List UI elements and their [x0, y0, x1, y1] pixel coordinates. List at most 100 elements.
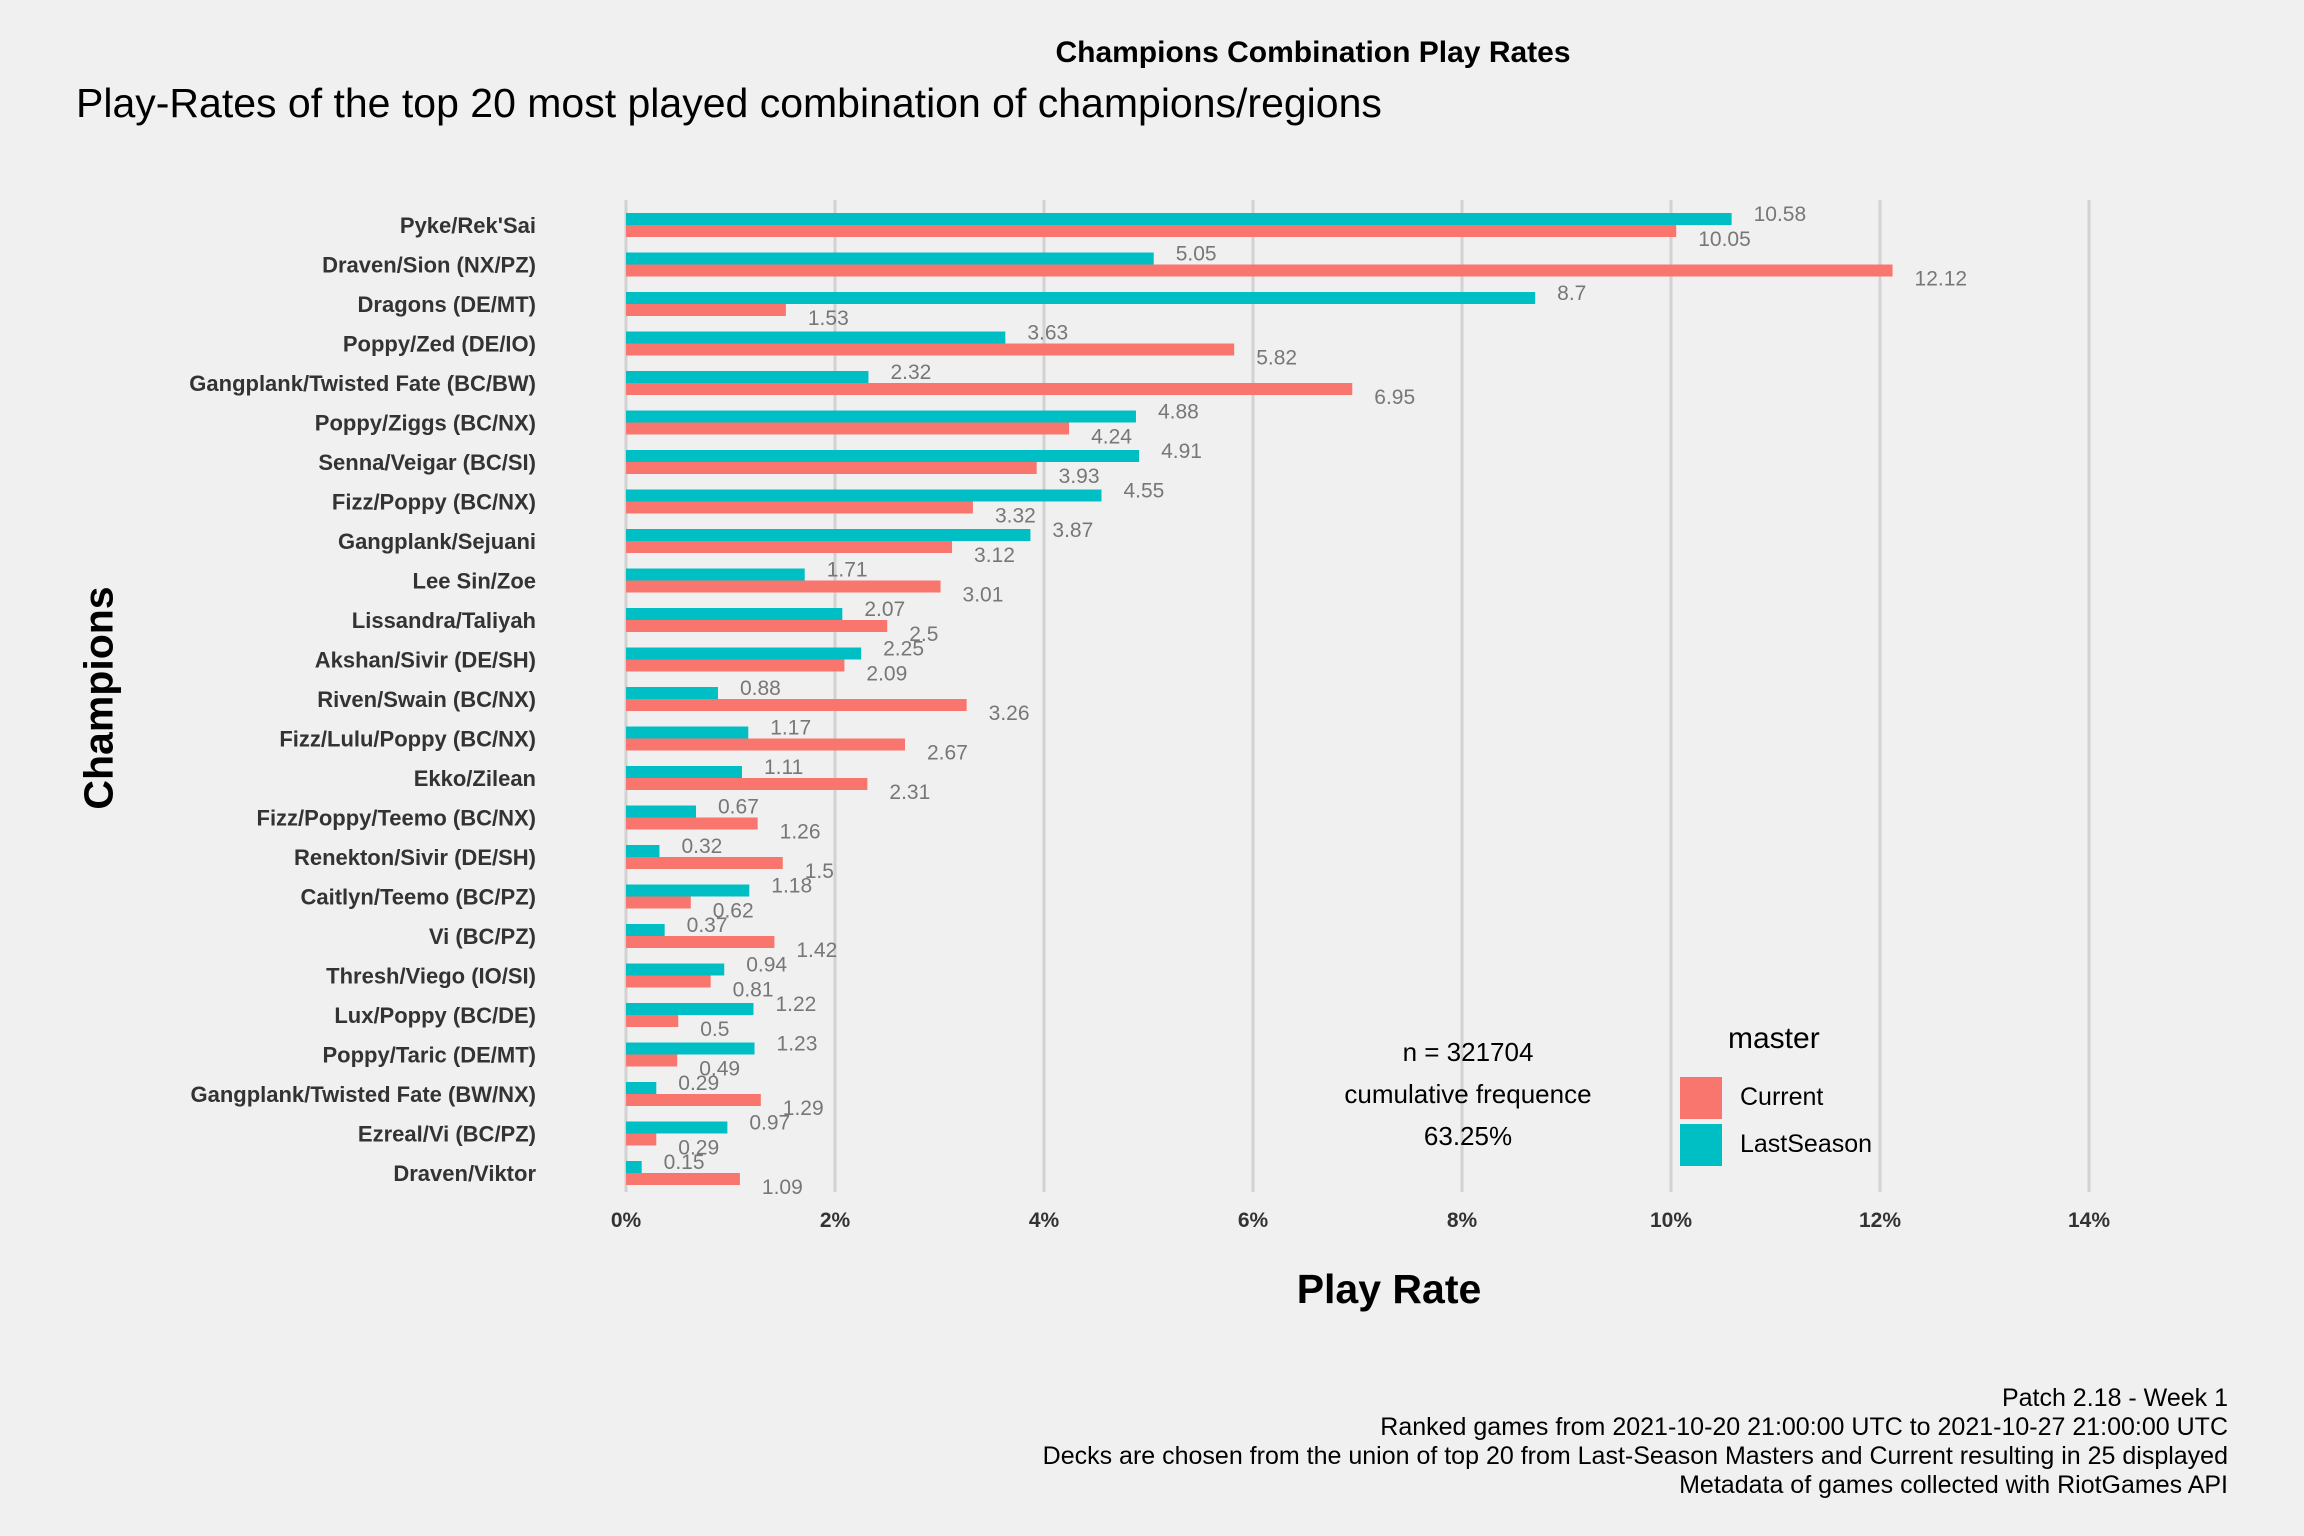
- y-tick-label: Akshan/Sivir (DE/SH): [315, 648, 536, 673]
- data-label-lastseason: 0.29: [678, 1072, 719, 1095]
- data-label-current: 0.81: [733, 979, 774, 1002]
- data-label-current: 2.5: [909, 623, 938, 646]
- bar-current: [626, 1173, 740, 1185]
- bar-current: [626, 936, 775, 948]
- legend-item-current: Current: [1680, 1074, 1872, 1121]
- bar-current: [626, 1094, 761, 1106]
- data-label-lastseason: 1.22: [775, 993, 816, 1016]
- bar-current: [626, 225, 1677, 237]
- legend-swatch-current: [1680, 1076, 1722, 1119]
- data-label-lastseason: 0.67: [718, 796, 759, 819]
- data-label-lastseason: 8.7: [1557, 282, 1586, 305]
- data-label-lastseason: 1.11: [764, 756, 803, 779]
- bar-current: [626, 462, 1037, 474]
- bar-lastseason: [626, 489, 1102, 502]
- bar-lastseason: [626, 687, 718, 699]
- bar-lastseason: [626, 568, 805, 581]
- data-label-current: 1.5: [805, 860, 834, 883]
- bar-lastseason: [626, 252, 1154, 265]
- x-tick-label: 8%: [1447, 1209, 1478, 1232]
- y-tick-label: Dragons (DE/MT): [358, 292, 536, 317]
- y-tick-label: Caitlyn/Teemo (BC/PZ): [300, 885, 536, 910]
- y-tick-label: Lissandra/Taliyah: [352, 608, 536, 633]
- y-tick-label: Vi (BC/PZ): [429, 924, 536, 949]
- bar-lastseason: [626, 1042, 755, 1055]
- data-label-lastseason: 3.87: [1052, 519, 1093, 542]
- bar-lastseason: [626, 1082, 657, 1094]
- y-tick-label: Fizz/Poppy (BC/NX): [332, 490, 536, 515]
- chart-title: Champions Combination Play Rates: [1055, 36, 1571, 69]
- bar-lastseason: [626, 608, 843, 620]
- data-label-current: 0.5: [700, 1018, 729, 1041]
- y-tick-label: Poppy/Ziggs (BC/NX): [315, 411, 536, 436]
- data-label-current: 0.29: [678, 1137, 719, 1160]
- y-tick-label: Lee Sin/Zoe: [413, 569, 536, 594]
- data-label-lastseason: 2.32: [890, 361, 931, 384]
- bar-current: [626, 1133, 657, 1146]
- y-tick-label: Gangplank/Sejuani: [338, 529, 536, 554]
- y-tick-label: Poppy/Zed (DE/IO): [343, 332, 536, 357]
- bar-current: [626, 1054, 678, 1067]
- sample-size-text: n = 321704: [1402, 1037, 1534, 1067]
- bar-lastseason: [626, 450, 1140, 462]
- data-label-current: 3.32: [995, 505, 1036, 528]
- bar-current: [626, 501, 973, 514]
- data-label-current: 2.09: [866, 663, 907, 686]
- bar-lastseason: [626, 805, 697, 818]
- data-label-lastseason: 0.94: [746, 954, 787, 977]
- y-tick-label: Ezreal/Vi (BC/PZ): [358, 1122, 536, 1147]
- bar-lastseason: [626, 213, 1732, 225]
- legend: master Current LastSeason: [1680, 1022, 1872, 1168]
- bar-current: [626, 1015, 679, 1027]
- legend-label-current: Current: [1740, 1083, 1824, 1111]
- data-label-lastseason: 1.71: [827, 559, 868, 582]
- x-tick-label: 14%: [2068, 1209, 2110, 1232]
- y-tick-label: Poppy/Taric (DE/MT): [323, 1043, 537, 1068]
- bar-current: [626, 580, 941, 593]
- bar-lastseason: [626, 410, 1136, 423]
- y-tick-label: Fizz/Lulu/Poppy (BC/NX): [279, 727, 536, 752]
- data-label-current: 6.95: [1374, 386, 1415, 409]
- bar-lastseason: [626, 529, 1031, 541]
- data-label-lastseason: 4.55: [1123, 480, 1164, 503]
- bar-lastseason: [626, 371, 869, 383]
- bar-lastseason: [626, 1161, 642, 1173]
- x-axis-label: Play Rate: [1296, 1266, 1482, 1312]
- x-tick-label: 4%: [1029, 1209, 1060, 1232]
- bar-lastseason: [626, 924, 665, 936]
- sample-annotation: n = 321704 cumulative frequence 63.25%: [1318, 1031, 1618, 1157]
- data-label-lastseason: 3.63: [1027, 322, 1068, 345]
- data-label-current: 3.12: [974, 544, 1015, 567]
- bar-current: [626, 778, 868, 790]
- bar-lastseason: [626, 647, 862, 660]
- data-label-lastseason: 5.05: [1176, 243, 1217, 266]
- y-tick-label: Senna/Veigar (BC/SI): [318, 450, 536, 475]
- footer-line: Decks are chosen from the union of top 2…: [1042, 1442, 2228, 1470]
- data-label-current: 1.26: [780, 821, 821, 844]
- data-label-current: 1.29: [783, 1097, 824, 1120]
- data-label-current: 0.62: [713, 900, 754, 923]
- data-label-lastseason: 0.37: [687, 914, 728, 937]
- x-tick-label: 6%: [1238, 1209, 1269, 1232]
- data-label-current: 1.09: [762, 1176, 803, 1199]
- data-label-current: 12.12: [1915, 268, 1968, 291]
- legend-swatch-lastseason: [1680, 1123, 1722, 1166]
- y-tick-label: Riven/Swain (BC/NX): [317, 687, 536, 712]
- data-label-lastseason: 4.91: [1161, 440, 1202, 463]
- bar-current: [626, 699, 967, 711]
- data-label-lastseason: 0.97: [749, 1112, 790, 1135]
- data-label-current: 1.42: [796, 939, 837, 962]
- data-label-current: 4.24: [1091, 426, 1132, 449]
- bar-current: [626, 422, 1070, 435]
- bar-lastseason: [626, 845, 660, 857]
- data-label-current: 3.26: [989, 702, 1030, 725]
- data-label-current: 3.93: [1059, 465, 1100, 488]
- legend-label-lastseason: LastSeason: [1740, 1130, 1873, 1158]
- x-tick-label: 10%: [1650, 1209, 1692, 1232]
- y-tick-label: Gangplank/Twisted Fate (BC/BW): [189, 371, 536, 396]
- y-tick-label: Ekko/Zilean: [414, 766, 536, 791]
- footer-line: Patch 2.18 - Week 1: [2001, 1384, 2228, 1412]
- chart-subtitle: Play-Rates of the top 20 most played com…: [76, 80, 1382, 126]
- data-label-current: 5.82: [1256, 347, 1297, 370]
- data-label-current: 1.53: [808, 307, 849, 330]
